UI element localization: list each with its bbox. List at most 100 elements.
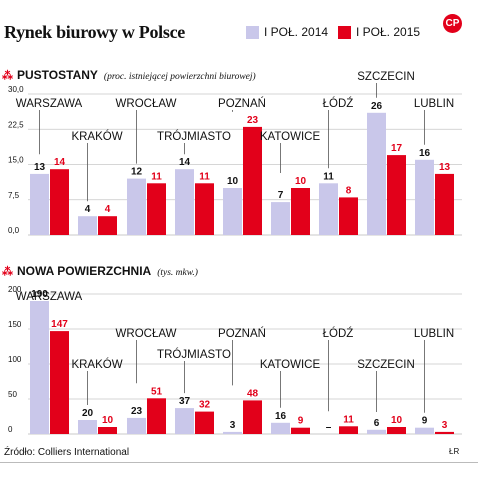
y-tick-label: 7,5 bbox=[8, 191, 20, 200]
data-label-2014: 10 bbox=[227, 176, 239, 187]
bar-2015 bbox=[243, 400, 262, 434]
section-header-vacancy: ⁂ PUSTOSTANY (proc. istniejącej powierzc… bbox=[2, 68, 256, 82]
city-label: KRAKÓW bbox=[71, 130, 122, 143]
data-label-2015: 32 bbox=[199, 400, 211, 411]
bar-2014 bbox=[223, 188, 242, 235]
y-tick-label: 100 bbox=[8, 355, 22, 364]
data-label-2015: 3 bbox=[442, 420, 448, 431]
data-label-2015: 14 bbox=[54, 157, 66, 168]
y-tick-label: 150 bbox=[8, 320, 22, 329]
data-label-2015: 11 bbox=[151, 171, 162, 182]
data-label-2014: 6 bbox=[374, 418, 380, 429]
y-tick-label: 22,5 bbox=[8, 120, 24, 129]
bar-2015 bbox=[98, 216, 117, 235]
bar-2014 bbox=[367, 429, 386, 434]
city-label: WROCŁAW bbox=[116, 98, 177, 110]
data-label-2015: 10 bbox=[391, 415, 403, 426]
bar-2015 bbox=[291, 427, 310, 434]
section-title: PUSTOSTANY bbox=[17, 68, 98, 82]
data-label-2014: 14 bbox=[179, 157, 191, 168]
data-label-2015: 9 bbox=[298, 416, 304, 427]
bar-2015 bbox=[387, 155, 406, 235]
legend-swatch-2014 bbox=[246, 25, 259, 39]
bar-2014 bbox=[127, 178, 146, 235]
bar-2015 bbox=[291, 188, 310, 235]
bar-2014 bbox=[271, 202, 290, 235]
legend-label-2015: I POŁ. 2015 bbox=[356, 25, 421, 39]
data-label-2015: 13 bbox=[439, 162, 451, 173]
data-label-2014: 16 bbox=[419, 148, 431, 159]
city-label: ŁÓDŹ bbox=[323, 327, 354, 340]
data-label-2014: 16 bbox=[275, 411, 287, 422]
data-label-2015: 10 bbox=[102, 415, 114, 426]
data-label-2015: 4 bbox=[105, 204, 111, 215]
data-label-2014: 11 bbox=[323, 171, 334, 182]
bar-2014 bbox=[175, 408, 194, 434]
legend-swatch-2015 bbox=[338, 25, 351, 39]
city-label: SZCZECIN bbox=[357, 359, 415, 371]
data-label-2014: – bbox=[326, 422, 332, 433]
section-marker-icon: ⁂ bbox=[2, 266, 13, 278]
data-label-2014: 37 bbox=[179, 396, 191, 407]
bar-2014 bbox=[127, 417, 146, 434]
publisher-logo-icon: CP bbox=[443, 14, 462, 33]
data-label-2014: 7 bbox=[278, 190, 284, 201]
y-tick-label: 0 bbox=[8, 425, 13, 434]
bar-2015 bbox=[147, 183, 166, 235]
data-label-2015: 11 bbox=[199, 171, 210, 182]
data-label-2014: 9 bbox=[422, 416, 428, 427]
city-label: POZNAŃ bbox=[218, 97, 266, 110]
section-header-new-supply: ⁂ NOWA POWIERZCHNIA (tys. mkw.) bbox=[2, 264, 198, 278]
bar-2014 bbox=[319, 183, 338, 235]
city-label: KATOWICE bbox=[260, 359, 321, 371]
city-label: SZCZECIN bbox=[357, 71, 415, 83]
bar-2015 bbox=[387, 427, 406, 434]
bar-2015 bbox=[243, 126, 262, 235]
data-label-2015: 8 bbox=[346, 185, 352, 196]
section-title: NOWA POWIERZCHNIA bbox=[17, 264, 152, 278]
data-label-2015: 51 bbox=[151, 386, 163, 397]
bar-2015 bbox=[435, 173, 454, 235]
bar-2014 bbox=[415, 159, 434, 235]
y-tick-label: 50 bbox=[8, 390, 17, 399]
bar-2014 bbox=[223, 431, 242, 434]
city-label: WARSZAWA bbox=[16, 98, 83, 110]
bar-2015 bbox=[339, 197, 358, 235]
y-tick-label: 0,0 bbox=[8, 226, 20, 235]
data-label-2015: 11 bbox=[343, 414, 354, 425]
data-label-2014: 3 bbox=[230, 420, 236, 431]
bar-2015 bbox=[195, 183, 214, 235]
legend-label-2014: I POŁ. 2014 bbox=[264, 25, 329, 39]
section-subtitle: (tys. mkw.) bbox=[157, 268, 198, 278]
y-tick-label: 200 bbox=[8, 285, 22, 294]
bar-2014 bbox=[415, 427, 434, 434]
bar-2014 bbox=[78, 216, 97, 235]
bar-2015 bbox=[147, 398, 166, 434]
data-label-2014: 20 bbox=[82, 408, 94, 419]
bar-2014 bbox=[367, 112, 386, 235]
city-label: KATOWICE bbox=[260, 131, 321, 143]
bar-2015 bbox=[339, 426, 358, 434]
y-tick-label: 30,0 bbox=[8, 85, 24, 94]
legend-item-2014: I POŁ. 2014 bbox=[246, 25, 328, 39]
city-label: LUBLIN bbox=[414, 98, 454, 110]
credit-mark: ŁR bbox=[449, 447, 460, 456]
bar-2015 bbox=[195, 411, 214, 434]
bar-2014 bbox=[30, 301, 49, 434]
data-label-2015: 48 bbox=[247, 388, 259, 399]
page-title: Rynek biurowy w Polsce bbox=[4, 22, 185, 42]
city-label: KRAKÓW bbox=[71, 358, 122, 371]
y-tick-label: 15,0 bbox=[8, 156, 24, 165]
bar-2014 bbox=[30, 173, 49, 235]
data-label-2014: 4 bbox=[85, 204, 91, 215]
data-label-2015: 10 bbox=[295, 176, 307, 187]
city-label: TRÓJMIASTO bbox=[157, 348, 231, 361]
bar-2015 bbox=[435, 431, 454, 434]
bar-2015 bbox=[50, 169, 69, 235]
city-label: ŁÓDŹ bbox=[323, 97, 354, 110]
data-label-2014: 12 bbox=[131, 167, 143, 178]
bar-2015 bbox=[98, 427, 117, 434]
source-note: Źródło: Colliers International bbox=[4, 447, 130, 458]
data-label-2015: 17 bbox=[391, 143, 403, 154]
city-label: LUBLIN bbox=[414, 328, 454, 340]
